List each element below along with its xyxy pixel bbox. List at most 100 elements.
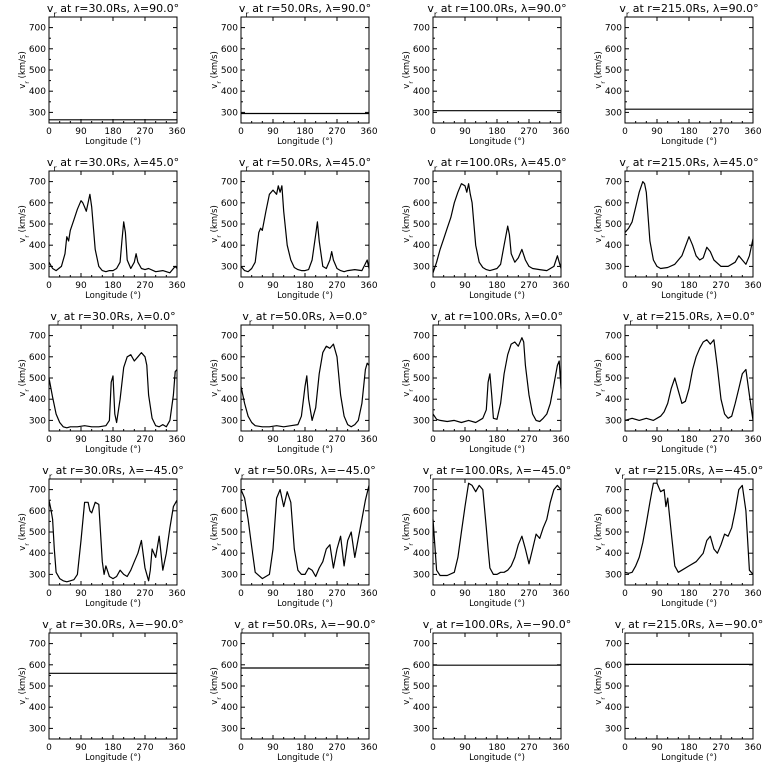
y-tick-label: 300	[29, 570, 46, 580]
x-tick-label: 90	[459, 435, 471, 445]
x-axis-label: Longitude (°)	[85, 599, 141, 609]
chart-panel-12: vr at r=215.0Rs, λ=0.0° 0 90 180 270 360 300 40…	[594, 310, 762, 455]
plot-frame	[432, 632, 562, 740]
x-tick-label: 270	[136, 743, 153, 753]
x-tick-label: 270	[136, 281, 153, 291]
chart-title: vr at r=50.0Rs, λ=0.0°	[242, 310, 367, 327]
chart-panel-17: vr at r=30.0Rs, λ=−90.0° 0 90 180 270 360 300 4…	[18, 618, 186, 763]
y-tick-label: 600	[29, 507, 46, 517]
x-tick-label: 0	[622, 281, 628, 291]
y-tick-label: 600	[29, 661, 46, 671]
y-tick-label: 300	[605, 108, 622, 118]
y-tick-label: 700	[29, 178, 46, 188]
y-tick-label: 500	[605, 220, 622, 230]
chart-panel-16: vr at r=215.0Rs, λ=−45.0° 0 90 180 270 360 300…	[594, 464, 763, 609]
chart-title: vr at r=30.0Rs, λ=0.0°	[50, 310, 175, 327]
x-tick-label: 270	[712, 281, 729, 291]
y-tick-label: 700	[605, 332, 622, 342]
x-tick-label: 180	[104, 743, 121, 753]
x-tick-label: 360	[552, 435, 569, 445]
y-tick-label: 500	[413, 220, 430, 230]
x-tick-label: 270	[712, 743, 729, 753]
x-tick-label: 180	[488, 281, 505, 291]
x-axis-label: Longitude (°)	[85, 291, 141, 301]
x-tick-label: 180	[296, 127, 313, 137]
x-tick-label: 90	[267, 589, 279, 599]
x-tick-label: 180	[104, 435, 121, 445]
chart-panel-4: vr at r=215.0Rs, λ=90.0° 0 90 180 270 360 300 4…	[594, 2, 762, 147]
y-tick-label: 700	[221, 640, 238, 650]
plot-frame	[240, 324, 370, 432]
x-tick-label: 0	[430, 281, 436, 291]
x-axis-label: Longitude (°)	[661, 753, 717, 763]
x-tick-label: 270	[520, 743, 537, 753]
x-tick-label: 270	[328, 127, 345, 137]
x-tick-label: 360	[360, 127, 377, 137]
x-axis-label: Longitude (°)	[661, 445, 717, 455]
x-tick-label: 360	[744, 743, 761, 753]
y-tick-label: 300	[413, 416, 430, 426]
y-tick-label: 700	[605, 640, 622, 650]
x-tick-label: 270	[712, 435, 729, 445]
y-tick-label: 400	[605, 87, 622, 97]
y-tick-label: 400	[29, 703, 46, 713]
y-tick-label: 300	[605, 724, 622, 734]
x-tick-label: 180	[680, 281, 697, 291]
x-tick-label: 90	[651, 281, 663, 291]
x-tick-label: 270	[712, 127, 729, 137]
x-tick-label: 90	[459, 589, 471, 599]
y-tick-label: 700	[29, 486, 46, 496]
x-tick-label: 270	[136, 127, 153, 137]
x-tick-label: 270	[520, 281, 537, 291]
y-tick-label: 600	[605, 661, 622, 671]
chart-title: vr at r=215.0Rs, λ=90.0°	[619, 2, 758, 19]
y-tick-label: 500	[221, 374, 238, 384]
y-tick-label: 700	[413, 640, 430, 650]
y-axis-label: vr (km/s)	[18, 513, 31, 551]
y-tick-label: 600	[605, 199, 622, 209]
y-axis-label: vr (km/s)	[210, 513, 223, 551]
x-tick-label: 360	[744, 589, 761, 599]
y-tick-label: 500	[221, 682, 238, 692]
x-axis-label: Longitude (°)	[277, 753, 333, 763]
y-tick-label: 500	[221, 220, 238, 230]
y-tick-label: 500	[413, 682, 430, 692]
x-axis-label: Longitude (°)	[469, 137, 525, 147]
x-tick-label: 90	[651, 589, 663, 599]
y-tick-label: 700	[413, 178, 430, 188]
y-tick-label: 500	[29, 682, 46, 692]
chart-title: vr at r=30.0Rs, λ=−45.0°	[42, 464, 183, 481]
y-tick-label: 700	[221, 486, 238, 496]
x-tick-label: 0	[238, 435, 244, 445]
plot-frame	[624, 170, 754, 278]
y-tick-label: 400	[29, 241, 46, 251]
y-tick-label: 600	[605, 45, 622, 55]
x-tick-label: 270	[328, 435, 345, 445]
series-line	[240, 485, 370, 580]
chart-title: vr at r=30.0Rs, λ=−90.0°	[42, 618, 183, 635]
x-axis-label: Longitude (°)	[469, 291, 525, 301]
series-line	[48, 193, 178, 274]
y-tick-label: 700	[413, 332, 430, 342]
x-tick-label: 270	[520, 589, 537, 599]
plot-frame	[240, 478, 370, 586]
x-tick-label: 360	[168, 281, 185, 291]
x-axis-label: Longitude (°)	[85, 445, 141, 455]
y-axis-label: vr (km/s)	[18, 359, 31, 397]
y-tick-label: 500	[413, 528, 430, 538]
x-tick-label: 180	[296, 435, 313, 445]
y-tick-label: 600	[413, 199, 430, 209]
y-tick-label: 400	[221, 703, 238, 713]
x-tick-label: 360	[360, 589, 377, 599]
y-tick-label: 700	[413, 24, 430, 34]
x-tick-label: 0	[622, 589, 628, 599]
x-axis-label: Longitude (°)	[469, 445, 525, 455]
plot-frame	[48, 478, 178, 586]
chart-panel-14: vr at r=50.0Rs, λ=−45.0° 0 90 180 270 360 300 4…	[210, 464, 378, 609]
plot-frame	[240, 16, 370, 124]
y-tick-label: 400	[605, 703, 622, 713]
x-axis-label: Longitude (°)	[469, 599, 525, 609]
y-axis-label: vr (km/s)	[18, 667, 31, 705]
chart-panel-6: vr at r=50.0Rs, λ=45.0° 0 90 180 270 360 300 40…	[210, 156, 378, 301]
chart-title: vr at r=50.0Rs, λ=−90.0°	[234, 618, 375, 635]
